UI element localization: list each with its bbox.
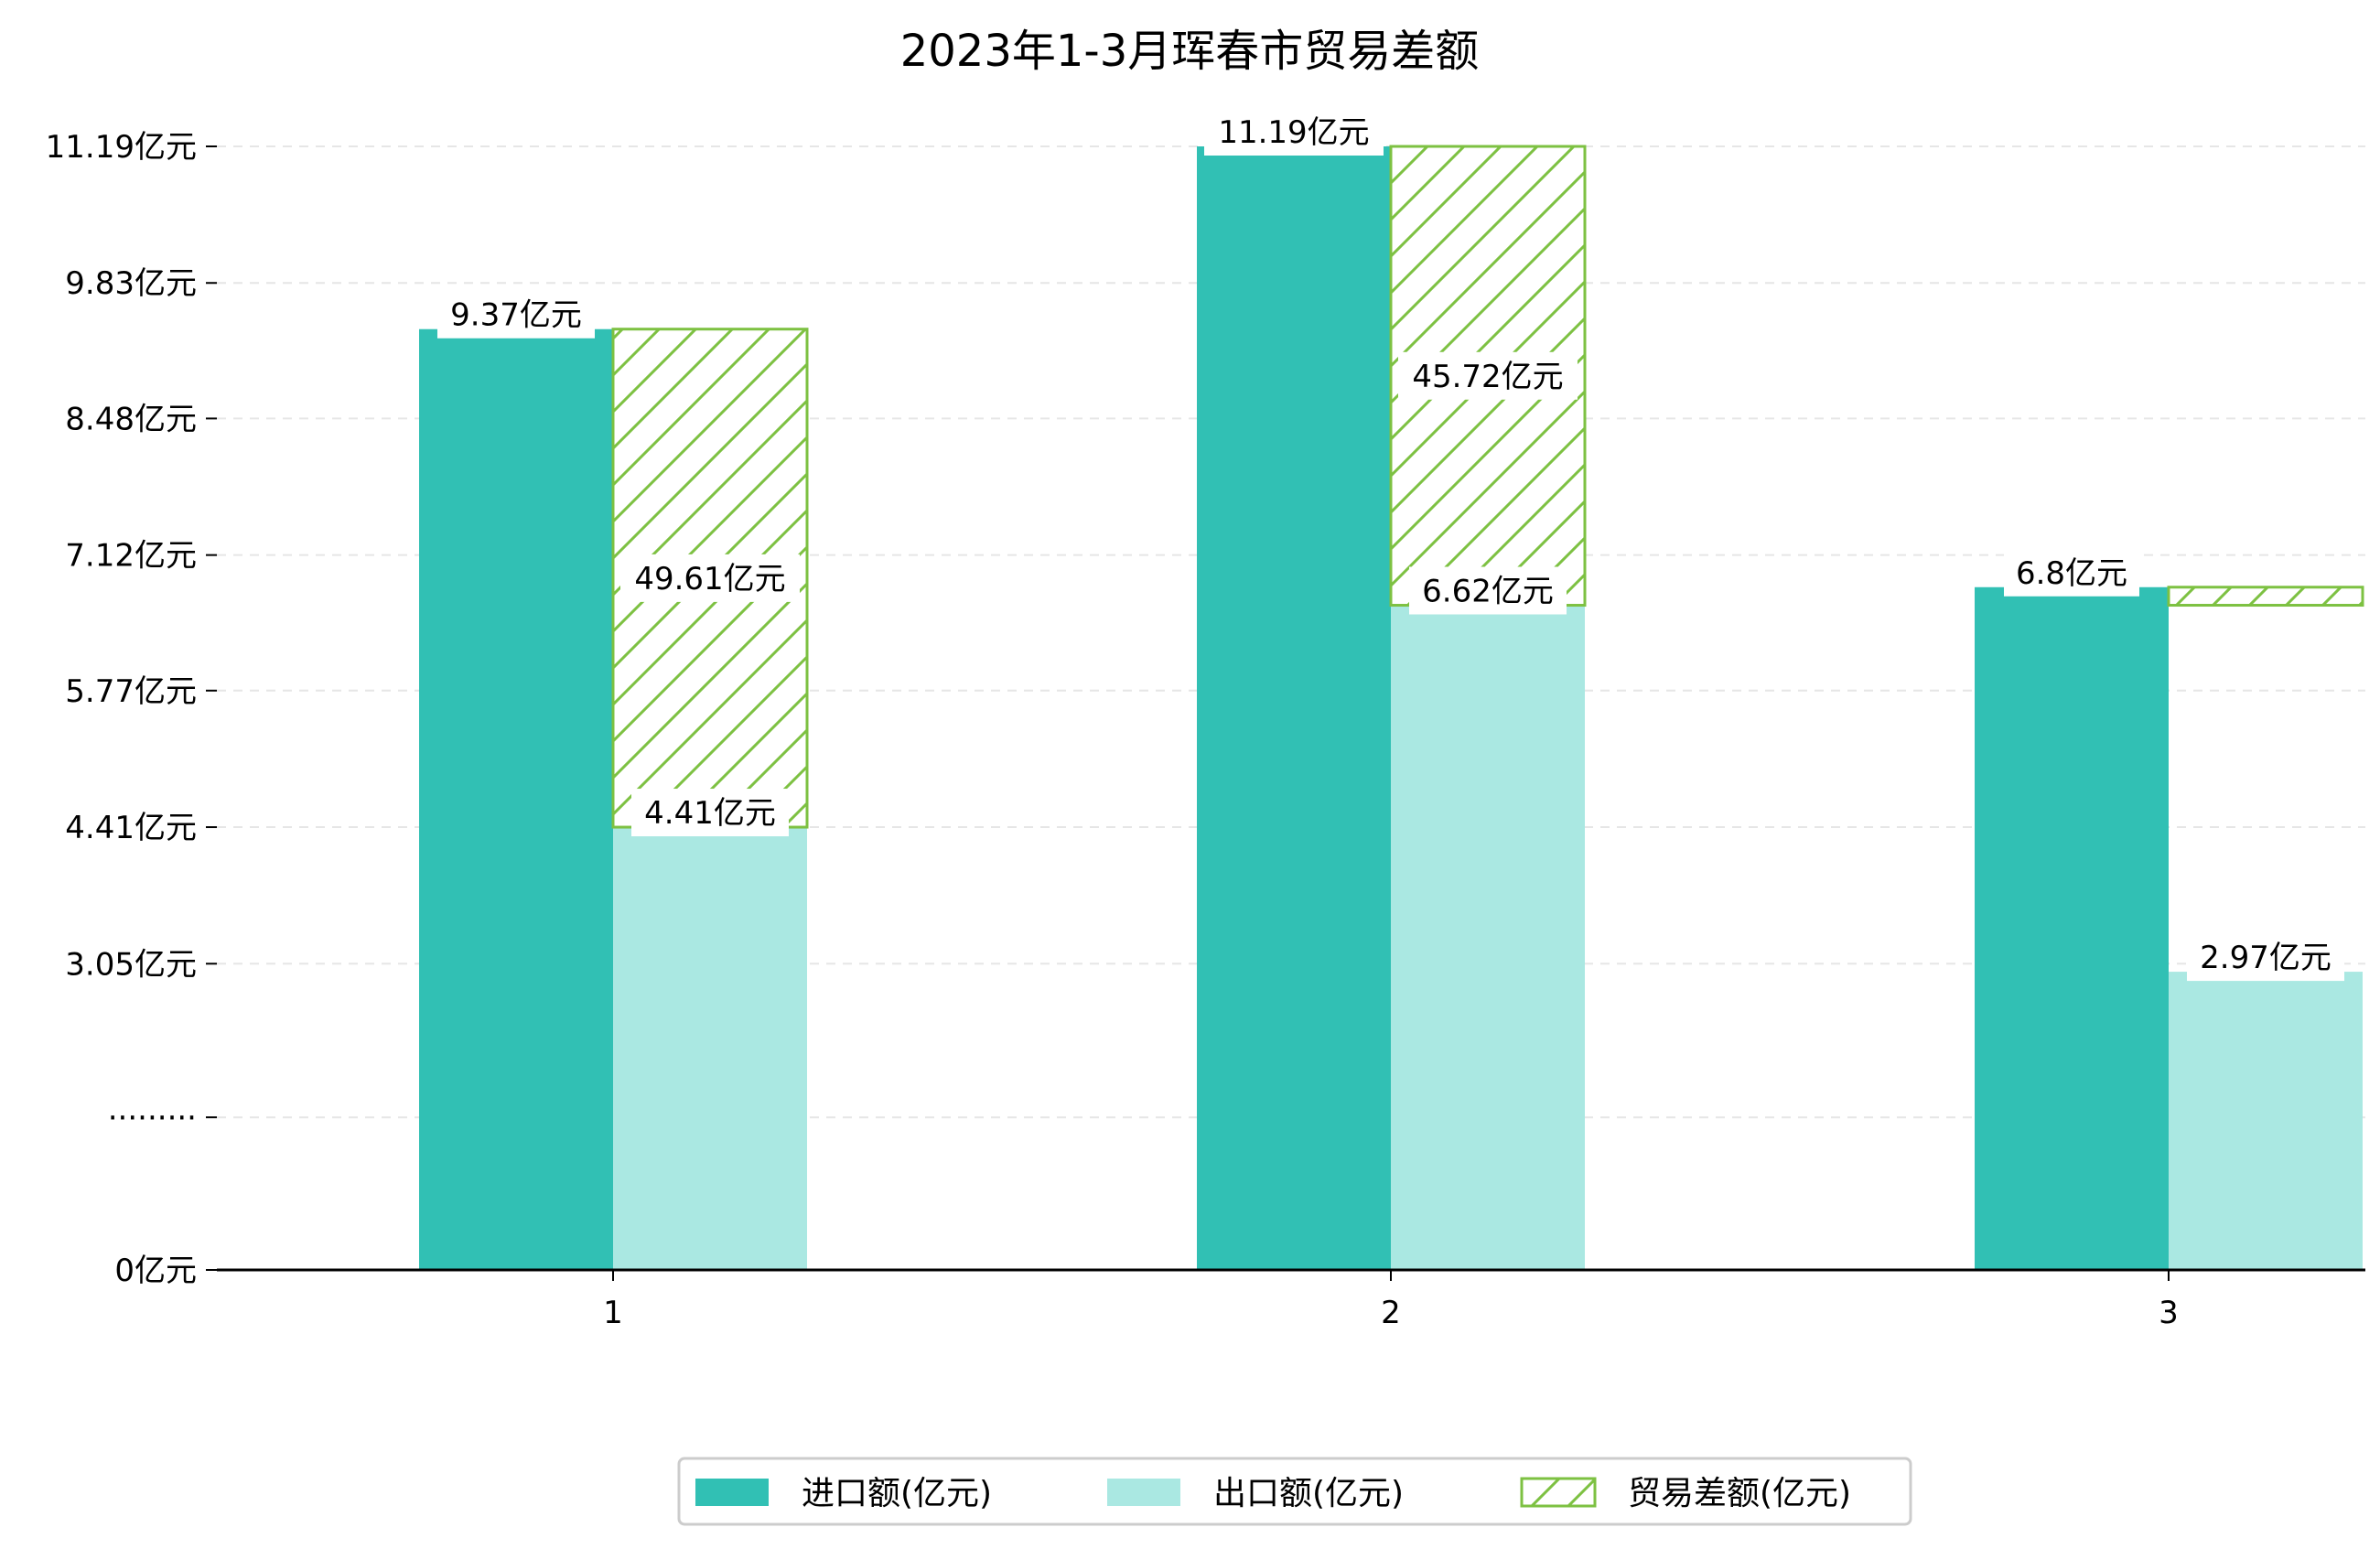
legend-swatch — [1107, 1479, 1180, 1506]
export-bar — [2169, 972, 2363, 1270]
legend: 进口额(亿元) 出口额(亿元) 贸易差额(亿元) — [677, 1457, 1912, 1526]
import-value-label-group: 6.8亿元 — [2004, 548, 2139, 597]
import-value-label-bg — [1204, 108, 1384, 156]
axes: 0亿元 ········· 3.05亿元 4.41亿元 5.77亿元 7.12亿元 8.48… — [46, 129, 2365, 1331]
balance-value-label-bg — [620, 554, 800, 602]
import-value-label-group: 11.19亿元 — [1204, 108, 1384, 156]
export-value-label-group: 6.62亿元 — [1409, 566, 1567, 615]
legend-label: 进口额(亿元) — [802, 1475, 992, 1512]
export-value-label: 2.97亿元 — [2200, 940, 2332, 976]
y-tick-label: 7.12亿元 — [65, 538, 197, 575]
bars — [419, 145, 2364, 1271]
export-bar — [1391, 605, 1585, 1270]
import-value-label: 11.19亿元 — [1218, 114, 1369, 151]
legend-label: 出口额(亿元) — [1213, 1475, 1404, 1512]
import-value-label-bg — [437, 290, 595, 339]
export-value-label: 6.62亿元 — [1422, 574, 1554, 610]
export-value-label-bg — [2187, 933, 2344, 982]
import-value-label-group: 9.37亿元 — [437, 290, 595, 339]
import-bar — [1975, 586, 2169, 1270]
trade-balance-bar — [2167, 586, 2364, 608]
legend-label: 贸易差额(亿元) — [1628, 1475, 1851, 1512]
balance-value-label: 45.72亿元 — [1412, 359, 1563, 395]
import-value-label: 6.8亿元 — [2016, 555, 2127, 592]
y-tick-label: 0亿元 — [114, 1253, 197, 1289]
export-value-label-bg — [631, 789, 789, 837]
import-value-label-bg — [2004, 548, 2139, 597]
legend-swatch — [1520, 1477, 1597, 1508]
export-value-label-bg — [1409, 566, 1567, 615]
import-bar — [419, 328, 613, 1271]
import-bar — [1197, 146, 1391, 1270]
y-tick-label: 4.41亿元 — [65, 810, 197, 846]
balance-value-label-group: 45.72亿元 — [1398, 351, 1578, 400]
y-tick-label: 8.48亿元 — [65, 401, 197, 437]
legend-frame — [677, 1457, 1912, 1526]
x-tick-label: 3 — [2159, 1295, 2179, 1331]
balance-value-label-group: 49.61亿元 — [620, 554, 800, 602]
export-value-label-group: 4.41亿元 — [631, 789, 789, 837]
data-labels: 9.37亿元 4.41亿元 49.61亿元 11.19亿元 6.62亿元 45.72亿元 6… — [437, 108, 2344, 982]
export-bar — [613, 827, 807, 1270]
y-tick-label: ········· — [108, 1100, 197, 1136]
import-value-label: 9.37亿元 — [450, 297, 582, 334]
export-value-label-group: 2.97亿元 — [2187, 933, 2344, 982]
balance-value-label: 49.61亿元 — [634, 561, 785, 597]
legend-swatch — [695, 1479, 769, 1506]
x-tick-label: 2 — [1381, 1295, 1401, 1331]
chart-title: 2023年1-3月珲春市贸易差额 — [900, 26, 1480, 77]
y-tick-label: 3.05亿元 — [65, 946, 197, 983]
y-tick-label: 5.77亿元 — [65, 673, 197, 710]
y-tick-label: 9.83亿元 — [65, 265, 197, 302]
x-tick-label: 1 — [603, 1295, 623, 1331]
y-tick-label: 11.19亿元 — [46, 129, 197, 166]
balance-value-label-bg — [1398, 351, 1578, 400]
export-value-label: 4.41亿元 — [644, 795, 776, 832]
